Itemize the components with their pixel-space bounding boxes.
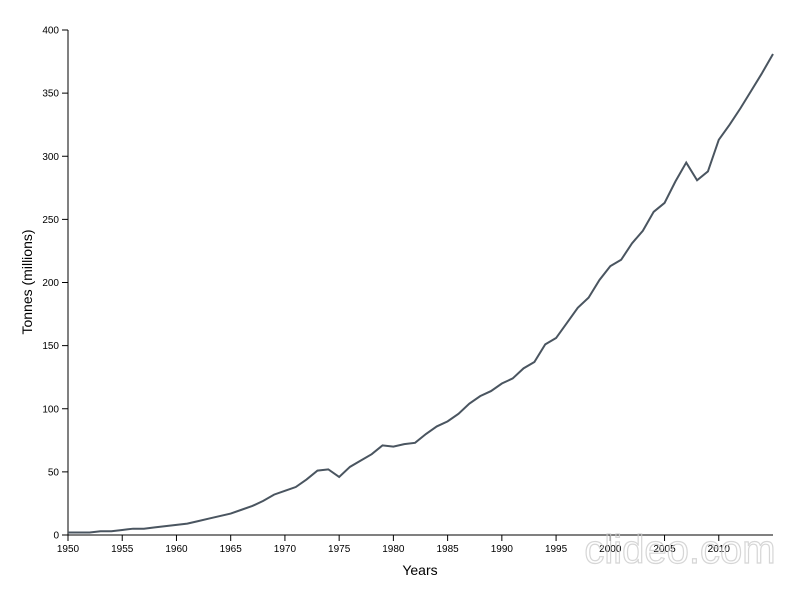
- x-tick-label: 1965: [220, 544, 243, 555]
- x-tick-label: 2000: [599, 544, 622, 555]
- x-tick-label: 1980: [382, 544, 405, 555]
- x-tick-label: 1975: [328, 544, 351, 555]
- watermark: clideo.com: [584, 528, 775, 572]
- x-tick-label: 2005: [653, 544, 676, 555]
- y-tick-label: 0: [53, 531, 59, 542]
- x-tick-label: 1970: [274, 544, 297, 555]
- y-tick-label: 350: [42, 89, 59, 100]
- x-tick-label: 1950: [57, 544, 80, 555]
- y-tick-label: 400: [42, 26, 59, 37]
- y-tick-label: 200: [42, 278, 59, 289]
- x-tick-label: 1990: [491, 544, 514, 555]
- y-tick-label: 100: [42, 404, 59, 415]
- y-axis-title: Tonnes (millions): [19, 229, 35, 334]
- x-tick-label: 1995: [545, 544, 568, 555]
- y-tick-label: 250: [42, 215, 59, 226]
- y-tick-label: 300: [42, 152, 59, 163]
- x-tick-label: 2010: [708, 544, 731, 555]
- x-tick-label: 1985: [436, 544, 459, 555]
- x-tick-label: 1960: [165, 544, 188, 555]
- x-tick-label: 1955: [111, 544, 134, 555]
- x-axis-title: Years: [402, 562, 437, 578]
- y-tick-label: 150: [42, 341, 59, 352]
- y-tick-label: 50: [48, 467, 60, 478]
- line: [68, 53, 774, 534]
